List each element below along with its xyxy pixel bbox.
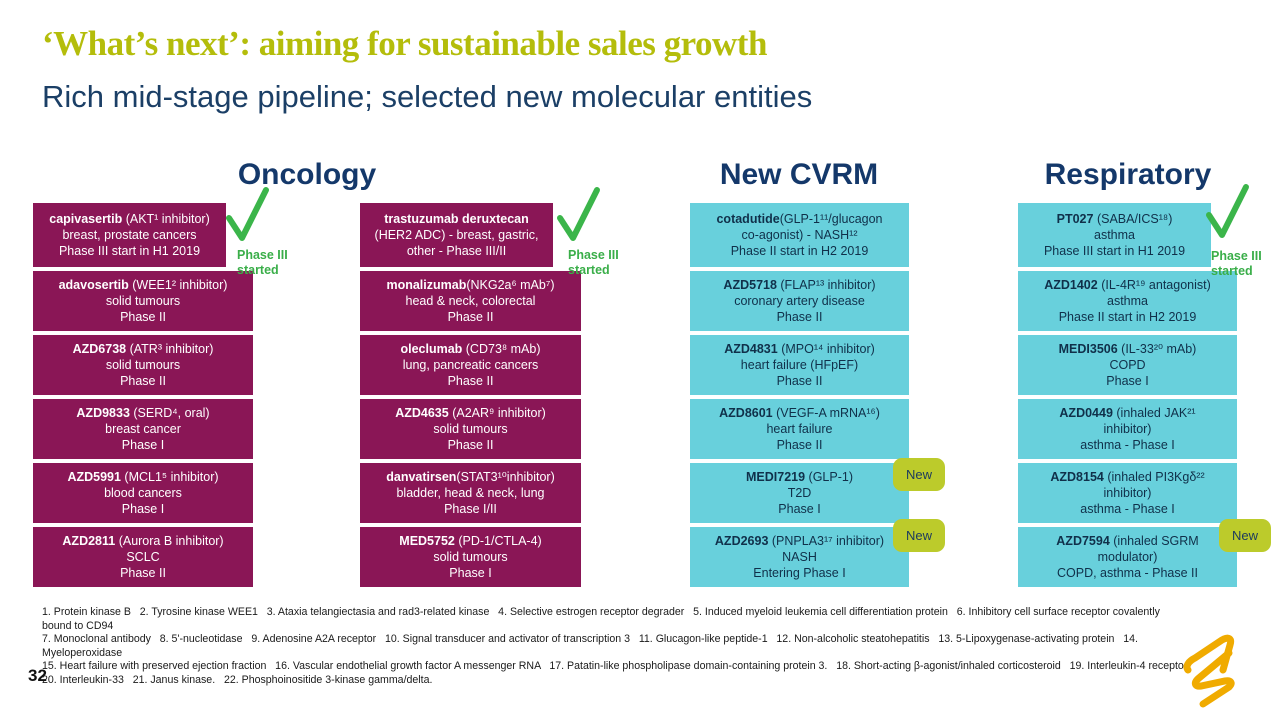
drug-details: (inhaled SGRM modulator) COPD, asthma - … <box>1056 534 1199 580</box>
drug-details: (HER2 ADC) - breast, gastric, other - Ph… <box>374 228 539 258</box>
drug-details: (MCL1⁵ inhibitor) blood cancers Phase I <box>104 470 219 516</box>
footnote-line: 20. Interleukin-33 21. Janus kinase. 22.… <box>42 673 433 686</box>
pipeline-box-azd5718: AZD5718 (FLAP¹³ inhibitor) coronary arte… <box>690 271 909 331</box>
new-cvrm-column: cotadutide(GLP-1¹¹/glucagon co-agonist) … <box>690 203 909 587</box>
pipeline-box-azd2811: AZD2811 (Aurora B inhibitor) SCLC Phase … <box>33 527 253 587</box>
drug-name: AZD2811 <box>62 534 116 548</box>
drug-details: (IL-4R¹⁹ antagonist) asthma Phase II sta… <box>1058 278 1211 324</box>
pipeline-box-azd1402: AZD1402 (IL-4R¹⁹ antagonist) asthma Phas… <box>1018 271 1237 331</box>
new-badge: New <box>893 458 945 491</box>
phase3-started-label: Phase III started <box>1211 249 1262 278</box>
drug-name: AZD2693 <box>714 534 769 548</box>
pipeline-box-cotadutide: cotadutide(GLP-1¹¹/glucagon co-agonist) … <box>690 203 909 267</box>
drug-name: capivasertib <box>49 212 123 226</box>
pipeline-box-monalizumab: monalizumab(NKG2a⁶ mAb⁷) head & neck, co… <box>360 271 581 331</box>
drug-name: monalizumab <box>386 278 467 292</box>
drug-name: AZD0449 <box>1059 406 1113 420</box>
oncology-right-column: trastuzumab deruxtecan (HER2 ADC) - brea… <box>360 203 581 587</box>
drug-details: (SERD⁴, oral) breast cancer Phase I <box>105 406 210 452</box>
drug-name: MEDI7219 <box>746 470 806 484</box>
phase3-started-label: Phase III started <box>568 248 619 277</box>
pipeline-box-pt027: PT027 (SABA/ICS¹⁸) asthma Phase III star… <box>1018 203 1211 267</box>
drug-name: danvatirsen <box>386 470 457 484</box>
pipeline-box-med5752: MED5752 (PD-1/CTLA-4) solid tumours Phas… <box>360 527 581 587</box>
slide-subtitle: Rich mid-stage pipeline; selected new mo… <box>42 79 813 114</box>
drug-name: adavosertib <box>58 278 129 292</box>
footnote-line: 7. Monoclonal antibody 8. 5'-nucleotidas… <box>42 633 1141 659</box>
pipeline-box-medi3506: MEDI3506 (IL-33²⁰ mAb) COPD Phase I <box>1018 335 1237 395</box>
drug-details: (PD-1/CTLA-4) solid tumours Phase I <box>433 534 542 580</box>
column-header-new-cvrm: New CVRM <box>719 158 879 191</box>
drug-details: (A2AR⁹ inhibitor) solid tumours Phase II <box>433 406 546 452</box>
drug-name: PT027 <box>1056 212 1094 226</box>
drug-name: AZD1402 <box>1044 278 1098 292</box>
pipeline-box-azd5991: AZD5991 (MCL1⁵ inhibitor) blood cancers … <box>33 463 253 523</box>
pipeline-box-azd2693: AZD2693 (PNPLA3¹⁷ inhibitor) NASH Enteri… <box>690 527 909 587</box>
drug-name: AZD4831 <box>724 342 778 356</box>
drug-name: MEDI3506 <box>1058 342 1118 356</box>
drug-name: oleclumab <box>400 342 463 356</box>
footnote-line: 1. Protein kinase B 2. Tyrosine kinase W… <box>42 606 1163 632</box>
astrazeneca-logo <box>1180 628 1244 717</box>
drug-details: (VEGF-A mRNA¹⁶) heart failure Phase II <box>766 406 880 452</box>
drug-details: (inhaled PI3Kgδ²² inhibitor) asthma - Ph… <box>1080 470 1205 516</box>
drug-details: (GLP-1¹¹/glucagon co-agonist) - NASH¹² P… <box>730 212 883 258</box>
pipeline-box-danvatirsen: danvatirsen(STAT3¹⁰inhibitor) bladder, h… <box>360 463 581 523</box>
slide-title: ‘What’s next’: aiming for sustainable sa… <box>42 24 767 63</box>
respiratory-column: PT027 (SABA/ICS¹⁸) asthma Phase III star… <box>1018 203 1237 587</box>
pipeline-box-capivasertib: capivasertib (AKT¹ inhibitor) breast, pr… <box>33 203 226 267</box>
drug-details: (Aurora B inhibitor) SCLC Phase II <box>118 534 224 580</box>
drug-details: (IL-33²⁰ mAb) COPD Phase I <box>1106 342 1197 388</box>
oncology-left-column: capivasertib (AKT¹ inhibitor) breast, pr… <box>33 203 253 587</box>
pipeline-box-medi7219: MEDI7219 (GLP-1) T2D Phase I <box>690 463 909 523</box>
column-header-respiratory: Respiratory <box>1044 158 1212 191</box>
drug-details: (inhaled JAK²¹ inhibitor) asthma - Phase… <box>1080 406 1196 452</box>
phase3-checkmark-icon <box>222 184 272 251</box>
drug-details: (ATR³ inhibitor) solid tumours Phase II <box>105 342 214 388</box>
pipeline-box-azd0449: AZD0449 (inhaled JAK²¹ inhibitor) asthma… <box>1018 399 1237 459</box>
drug-name: MED5752 <box>399 534 455 548</box>
drug-name: AZD8154 <box>1050 470 1104 484</box>
drug-details: (AKT¹ inhibitor) breast, prostate cancer… <box>58 212 210 258</box>
drug-name: AZD8601 <box>719 406 773 420</box>
drug-details: (WEE1² inhibitor) solid tumours Phase II <box>105 278 228 324</box>
pipeline-box-azd4635: AZD4635 (A2AR⁹ inhibitor) solid tumours … <box>360 399 581 459</box>
drug-details: (FLAP¹³ inhibitor) coronary artery disea… <box>734 278 876 324</box>
page-number: 32 <box>28 666 47 685</box>
drug-details: (STAT3¹⁰inhibitor) bladder, head & neck,… <box>396 470 555 516</box>
new-badge: New <box>893 519 945 552</box>
pipeline-box-azd8154: AZD8154 (inhaled PI3Kgδ²² inhibitor) ast… <box>1018 463 1237 523</box>
drug-details: (GLP-1) T2D Phase I <box>778 470 853 516</box>
drug-name: AZD5718 <box>723 278 777 292</box>
footnotes: 1. Protein kinase B 2. Tyrosine kinase W… <box>42 606 1192 688</box>
pipeline-box-azd8601: AZD8601 (VEGF-A mRNA¹⁶) heart failure Ph… <box>690 399 909 459</box>
pipeline-box-azd7594: AZD7594 (inhaled SGRM modulator) COPD, a… <box>1018 527 1237 587</box>
column-header-oncology: Oncology <box>237 158 377 191</box>
pipeline-box-azd4831: AZD4831 (MPO¹⁴ inhibitor) heart failure … <box>690 335 909 395</box>
drug-details: (CD73⁸ mAb) lung, pancreatic cancers Pha… <box>402 342 541 388</box>
new-badge: New <box>1219 519 1271 552</box>
drug-details: (MPO¹⁴ inhibitor) heart failure (HFpEF) … <box>740 342 875 388</box>
drug-name: AZD7594 <box>1056 534 1110 548</box>
drug-name: AZD9833 <box>76 406 130 420</box>
drug-name: cotadutide <box>716 212 780 226</box>
pipeline-box-azd9833: AZD9833 (SERD⁴, oral) breast cancer Phas… <box>33 399 253 459</box>
drug-name: AZD5991 <box>67 470 121 484</box>
drug-details: (PNPLA3¹⁷ inhibitor) NASH Entering Phase… <box>753 534 885 580</box>
drug-name: trastuzumab deruxtecan <box>384 212 529 226</box>
pipeline-box-adavosertib: adavosertib (WEE1² inhibitor) solid tumo… <box>33 271 253 331</box>
pipeline-box-azd6738: AZD6738 (ATR³ inhibitor) solid tumours P… <box>33 335 253 395</box>
pipeline-box-oleclumab: oleclumab (CD73⁸ mAb) lung, pancreatic c… <box>360 335 581 395</box>
phase3-checkmark-icon <box>553 184 603 251</box>
phase3-started-label: Phase III started <box>237 248 288 277</box>
drug-name: AZD6738 <box>72 342 127 356</box>
drug-details: (SABA/ICS¹⁸) asthma Phase III start in H… <box>1043 212 1186 258</box>
drug-details: (NKG2a⁶ mAb⁷) head & neck, colorectal Ph… <box>405 278 555 324</box>
footnote-line: 15. Heart failure with preserved ejectio… <box>42 660 1188 673</box>
phase3-checkmark-icon <box>1202 181 1252 248</box>
drug-name: AZD4635 <box>395 406 449 420</box>
pipeline-box-trastuzumab-deruxtecan: trastuzumab deruxtecan (HER2 ADC) - brea… <box>360 203 553 267</box>
